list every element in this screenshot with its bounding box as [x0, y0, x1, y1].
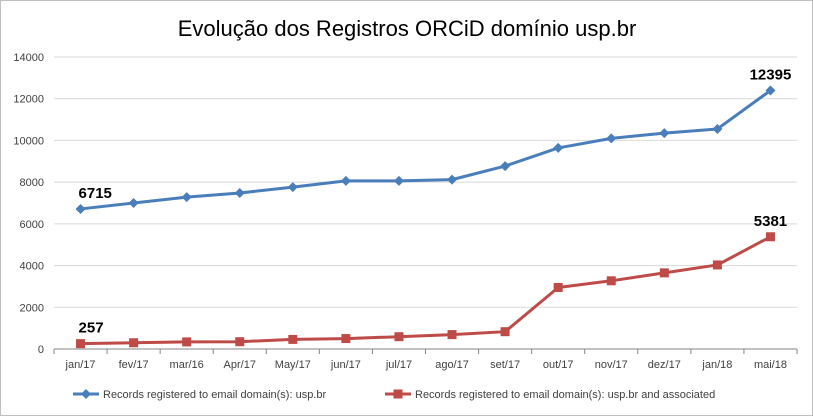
data-point [712, 260, 722, 270]
data-point [500, 327, 510, 337]
data-point [606, 276, 616, 286]
data-point [765, 232, 775, 242]
y-tick-label: 8000 [20, 177, 44, 189]
y-tick-label: 2000 [20, 302, 44, 314]
data-point [553, 282, 563, 292]
data-point [606, 133, 617, 144]
data-point [81, 389, 91, 399]
legend-label: Records registered to email domain(s): u… [415, 389, 715, 401]
series-lines [75, 85, 776, 349]
data-point [447, 174, 458, 185]
data-label: 12395 [750, 66, 792, 83]
x-tick-label: dez/17 [648, 359, 681, 371]
chart-title: Evolução dos Registros ORCiD domínio usp… [178, 16, 637, 41]
data-point [659, 128, 670, 139]
data-label: 257 [79, 320, 104, 337]
y-tick-label: 12000 [13, 94, 44, 106]
data-point [182, 337, 192, 347]
x-axis: jan/17 fev/17 mar/16 Apr/17 May/17 jun/17 jul/… [53, 349, 798, 371]
x-tick-label: jan/18 [701, 359, 732, 371]
data-point [181, 192, 192, 203]
series [75, 85, 776, 214]
legend-item: Records registered to email domain(s): u… [73, 389, 326, 401]
x-tick-label: nov/17 [595, 359, 628, 371]
x-tick-label: set/17 [490, 359, 520, 371]
data-point [553, 142, 564, 153]
y-tick-label: 10000 [13, 135, 44, 147]
data-point [76, 339, 86, 349]
data-point [394, 332, 404, 342]
series-line [80, 89, 772, 211]
series [76, 232, 775, 349]
data-point [712, 123, 723, 134]
data-point [287, 182, 298, 193]
y-tick-label: 4000 [20, 261, 44, 273]
data-point [393, 389, 403, 399]
x-tick-label: Apr/17 [224, 359, 256, 371]
x-tick-label: out/17 [543, 359, 574, 371]
data-point [128, 198, 139, 208]
data-point [659, 268, 669, 278]
data-point [234, 187, 245, 198]
x-tick-label: mar/16 [170, 359, 204, 371]
data-point [393, 175, 404, 186]
data-point [288, 334, 298, 344]
y-tick-label: 6000 [20, 219, 44, 231]
y-tick-label: 0 [38, 344, 44, 356]
data-label: 6715 [79, 185, 112, 202]
data-point [129, 338, 139, 348]
y-tick-label: 14000 [13, 52, 44, 64]
legend-item: Records registered to email domain(s): u… [385, 389, 715, 401]
legend-label: Records registered to email domain(s): u… [103, 389, 326, 401]
x-tick-label: jun/17 [330, 359, 361, 371]
x-tick-label: fev/17 [119, 359, 149, 371]
legend: Records registered to email domain(s): u… [73, 389, 715, 401]
data-point [341, 334, 351, 344]
data-point [500, 161, 511, 172]
data-point [447, 330, 457, 340]
data-labels: 6715 12395 257 5381 [79, 66, 792, 336]
data-point [75, 203, 86, 214]
x-tick-label: mai/18 [754, 359, 787, 371]
x-tick-label: jul/17 [385, 359, 412, 371]
series-line [80, 235, 772, 346]
gridlines [54, 56, 797, 350]
x-tick-label: ago/17 [435, 359, 469, 371]
data-point [765, 85, 776, 96]
data-label: 5381 [754, 213, 787, 230]
x-tick-label: jan/17 [65, 359, 96, 371]
y-axis: 0 2000 4000 6000 8000 10000 12000 14000 [13, 52, 44, 356]
x-tick-label: May/17 [275, 359, 311, 371]
data-point [340, 175, 351, 186]
data-point [235, 337, 245, 347]
